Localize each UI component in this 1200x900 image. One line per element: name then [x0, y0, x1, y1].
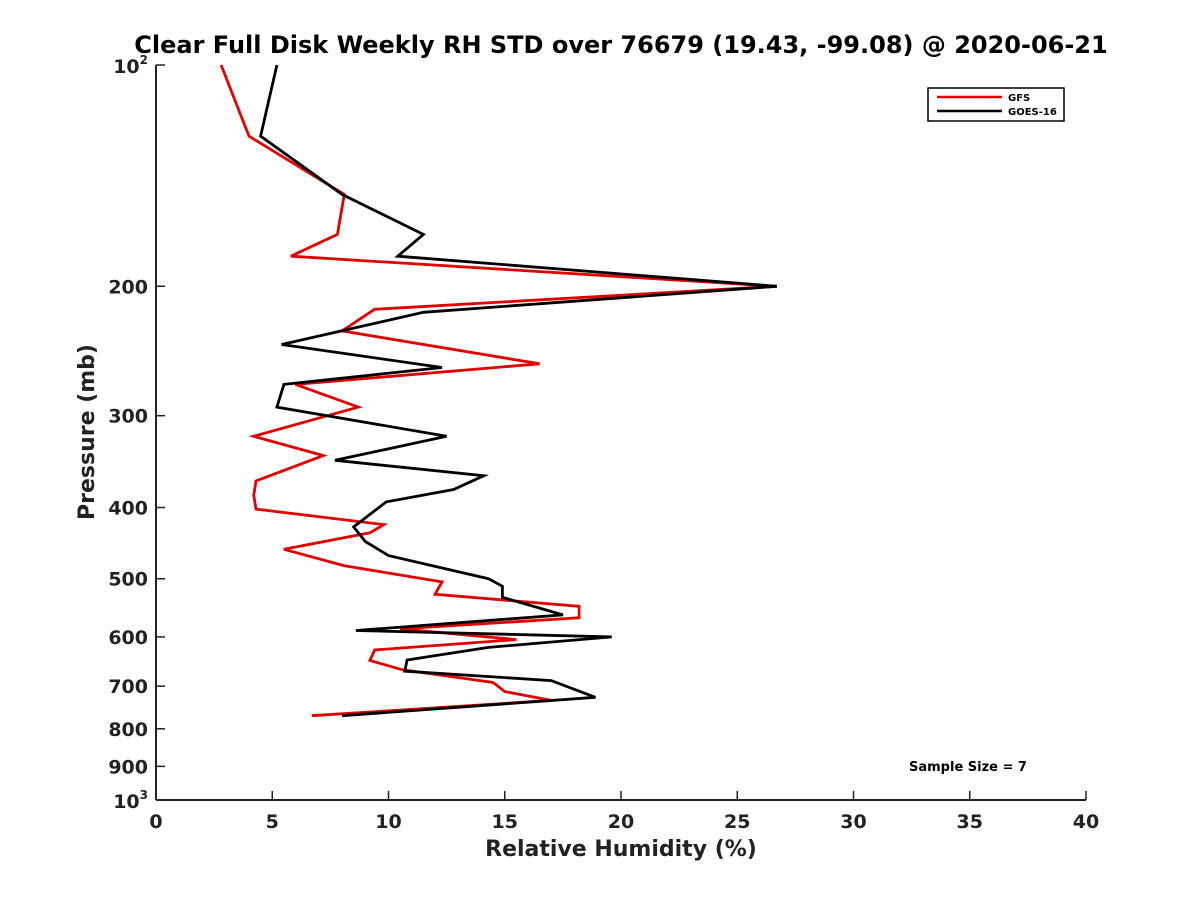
legend-label-goes16: GOES-16 [1008, 107, 1057, 118]
series-layer [219, 64, 777, 718]
y-tick-label: 600 [108, 627, 148, 649]
x-axis-label: Relative Humidity (%) [485, 837, 757, 862]
y-tick-label-top: 102 [113, 53, 148, 78]
y-tick-label: 700 [108, 676, 148, 698]
series-line-gfs [219, 64, 777, 718]
x-tick-label: 0 [149, 811, 162, 833]
x-tick-label: 35 [957, 811, 983, 833]
x-tick-label: 20 [608, 811, 634, 833]
y-tick-label: 500 [108, 569, 148, 591]
sample-size-annotation: Sample Size = 7 [909, 760, 1027, 775]
x-tick-label: 30 [840, 811, 866, 833]
plot-area [155, 65, 1086, 801]
y-tick-label: 800 [108, 719, 148, 741]
series-line-goes16 [259, 64, 777, 718]
y-axis-label: Pressure (mb) [75, 344, 100, 520]
x-tick-label: 5 [266, 811, 279, 833]
legend-label-gfs: GFS [1008, 93, 1030, 104]
x-tick-label: 15 [492, 811, 518, 833]
legend: GFS GOES-16 [927, 87, 1065, 122]
y-ticks: 200 300 400 500 600 700 800 900 102 103 [108, 53, 165, 813]
x-tick-label: 40 [1073, 811, 1099, 833]
legend-box [927, 87, 1065, 122]
y-tick-label: 400 [108, 498, 148, 520]
y-tick-label: 900 [108, 756, 148, 778]
x-tick-label: 25 [724, 811, 750, 833]
chart-title: Clear Full Disk Weekly RH STD over 76679… [134, 31, 1107, 59]
y-tick-label-bottom: 103 [113, 788, 148, 813]
y-tick-label: 300 [108, 406, 148, 428]
y-tick-label: 200 [108, 276, 148, 298]
x-ticks: 0 5 10 15 20 25 30 35 40 [149, 791, 1099, 833]
x-tick-label: 10 [375, 811, 401, 833]
